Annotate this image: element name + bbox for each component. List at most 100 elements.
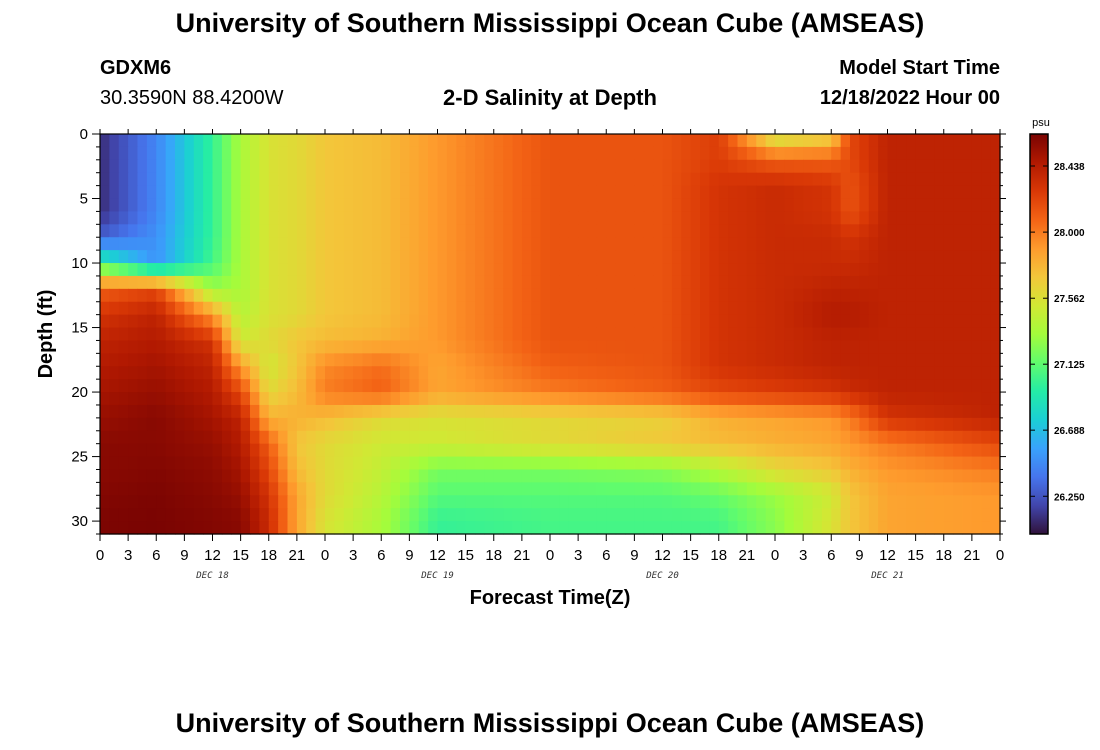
- heatmap-cell: [962, 404, 973, 419]
- heatmap-cell: [953, 404, 964, 419]
- heatmap-cell: [240, 198, 251, 213]
- heatmap-cell: [193, 314, 204, 329]
- heatmap-cell: [953, 482, 964, 496]
- heatmap-cell: [146, 508, 157, 522]
- heatmap-cell: [934, 482, 945, 496]
- heatmap-cell: [559, 495, 570, 509]
- heatmap-cell: [221, 198, 232, 213]
- heatmap-cell: [606, 521, 617, 535]
- heatmap-cell: [146, 250, 157, 264]
- heatmap-cell: [850, 211, 860, 225]
- heatmap-cell: [437, 521, 448, 535]
- heatmap-cell: [240, 392, 251, 406]
- heatmap-cell: [868, 392, 879, 406]
- heatmap-cell: [371, 250, 382, 264]
- heatmap-cell: [756, 263, 767, 277]
- heatmap-cell: [400, 379, 410, 393]
- colorbar-unit: psu: [1032, 117, 1050, 129]
- heatmap-cell: [100, 379, 110, 393]
- heatmap-cell: [784, 521, 795, 535]
- heatmap-cell: [690, 353, 701, 367]
- heatmap-cell: [315, 366, 326, 380]
- heatmap-cell: [943, 172, 954, 187]
- heatmap-cell: [334, 250, 345, 264]
- heatmap-cell: [175, 443, 185, 458]
- heatmap-cell: [728, 404, 739, 419]
- heatmap-cell: [606, 469, 617, 483]
- heatmap-cell: [409, 263, 420, 277]
- heatmap-cell: [840, 314, 851, 329]
- heatmap-cell: [896, 224, 907, 238]
- heatmap-cell: [915, 172, 926, 187]
- heatmap-cell: [353, 237, 364, 251]
- heatmap-cell: [690, 508, 701, 522]
- heatmap-cell: [428, 353, 439, 367]
- heatmap-cell: [784, 275, 795, 290]
- heatmap-cell: [362, 508, 373, 522]
- heatmap-cell: [896, 353, 907, 367]
- heatmap-cell: [409, 275, 420, 290]
- heatmap-cell: [728, 314, 739, 329]
- heatmap-cell: [137, 224, 148, 238]
- heatmap-cell: [690, 430, 701, 445]
- heatmap-cell: [193, 456, 204, 471]
- heatmap-cell: [690, 146, 701, 161]
- heatmap-cell: [362, 134, 373, 148]
- heatmap-cell: [643, 172, 654, 187]
- heatmap-cell: [221, 314, 232, 329]
- heatmap-cell: [821, 275, 832, 290]
- heatmap-cell: [559, 443, 570, 458]
- heatmap-cell: [128, 134, 139, 148]
- heatmap-cell: [118, 379, 129, 393]
- x-axis-label: Forecast Time(Z): [470, 587, 631, 609]
- heatmap-cell: [878, 430, 889, 445]
- x-tick-label: 18: [260, 547, 277, 564]
- heatmap-cell: [212, 508, 223, 522]
- heatmap-cell: [568, 482, 579, 496]
- x-tick-label: 18: [485, 547, 502, 564]
- heatmap-cell: [746, 146, 757, 161]
- heatmap-cell: [550, 159, 560, 174]
- heatmap-cell: [521, 250, 532, 264]
- heatmap-cell: [756, 301, 767, 316]
- heatmap-cell: [287, 353, 298, 367]
- heatmap-cell: [831, 456, 842, 471]
- heatmap-cell: [465, 521, 476, 535]
- heatmap-cell: [437, 443, 448, 458]
- heatmap-cell: [118, 237, 129, 251]
- heatmap-cell: [587, 430, 598, 445]
- heatmap-cell: [568, 379, 579, 393]
- heatmap-cell: [418, 198, 429, 213]
- heatmap-cell: [400, 392, 410, 406]
- heatmap-cell: [850, 404, 860, 419]
- heatmap-cell: [568, 495, 579, 509]
- x-tick-label: 12: [654, 547, 671, 564]
- heatmap-cell: [775, 134, 785, 148]
- heatmap-cell: [709, 159, 720, 174]
- heatmap-cell: [109, 340, 120, 354]
- heatmap-cell: [465, 508, 476, 522]
- heatmap-cell: [831, 211, 842, 225]
- heatmap-cell: [306, 159, 317, 174]
- heatmap-cell: [418, 340, 429, 354]
- heatmap-cell: [390, 314, 401, 329]
- heatmap-cell: [278, 159, 289, 174]
- heatmap-cell: [906, 301, 917, 316]
- heatmap-cell: [831, 508, 842, 522]
- heatmap-cell: [165, 482, 176, 496]
- heatmap-cell: [737, 250, 748, 264]
- heatmap-cell: [221, 172, 232, 187]
- heatmap-cell: [203, 263, 214, 277]
- heatmap-cell: [653, 469, 664, 483]
- heatmap-cell: [278, 185, 289, 200]
- heatmap-cell: [643, 159, 654, 174]
- heatmap-cell: [231, 521, 242, 535]
- heatmap-cell: [240, 146, 251, 161]
- heatmap-cell: [156, 250, 167, 264]
- heatmap-cell: [803, 456, 814, 471]
- heatmap-cell: [878, 379, 889, 393]
- heatmap-cell: [859, 469, 870, 483]
- heatmap-cell: [718, 198, 729, 213]
- heatmap-cell: [625, 469, 635, 483]
